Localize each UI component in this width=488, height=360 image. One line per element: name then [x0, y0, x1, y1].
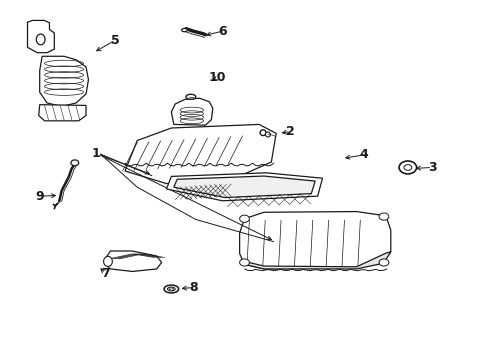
- Text: 9: 9: [35, 190, 44, 203]
- Text: 2: 2: [286, 125, 295, 138]
- Ellipse shape: [185, 94, 195, 99]
- Ellipse shape: [163, 285, 178, 293]
- Ellipse shape: [167, 287, 175, 291]
- Ellipse shape: [265, 132, 270, 137]
- Circle shape: [378, 259, 388, 266]
- Text: 5: 5: [111, 33, 120, 47]
- Polygon shape: [171, 98, 212, 125]
- Polygon shape: [125, 125, 276, 184]
- Polygon shape: [244, 252, 390, 269]
- Text: 7: 7: [101, 267, 110, 280]
- Circle shape: [71, 160, 79, 166]
- Polygon shape: [40, 56, 88, 107]
- Polygon shape: [166, 173, 322, 201]
- Polygon shape: [39, 105, 86, 121]
- Ellipse shape: [181, 28, 187, 32]
- Ellipse shape: [260, 130, 265, 135]
- Text: 10: 10: [208, 71, 226, 84]
- Polygon shape: [239, 212, 390, 269]
- Ellipse shape: [103, 256, 112, 266]
- Circle shape: [239, 259, 249, 266]
- Polygon shape: [27, 21, 54, 53]
- Circle shape: [398, 161, 416, 174]
- Ellipse shape: [169, 288, 173, 291]
- Text: 8: 8: [188, 281, 197, 294]
- Text: 4: 4: [359, 148, 367, 161]
- Polygon shape: [173, 176, 315, 198]
- Text: 3: 3: [427, 161, 436, 174]
- Text: 1: 1: [91, 147, 100, 159]
- Polygon shape: [105, 251, 161, 271]
- Circle shape: [403, 165, 411, 170]
- Circle shape: [239, 215, 249, 222]
- Text: 6: 6: [218, 25, 226, 38]
- Ellipse shape: [36, 34, 45, 45]
- Circle shape: [378, 213, 388, 220]
